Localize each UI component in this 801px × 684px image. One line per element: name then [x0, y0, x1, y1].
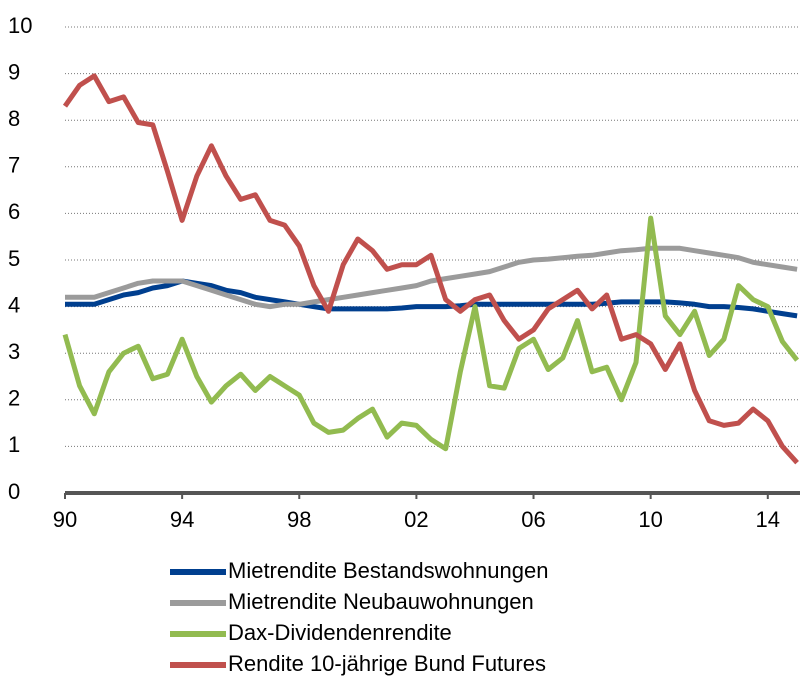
data-line	[65, 245, 798, 310]
legend-label: Rendite 10-jährige Bund Futures	[228, 651, 546, 676]
y-tick-label: 6	[8, 199, 20, 224]
y-tick-label: 5	[8, 246, 20, 271]
x-tick-label: 02	[404, 507, 428, 532]
x-tick-label: 06	[521, 507, 545, 532]
y-tick-label: 4	[8, 292, 20, 317]
legend-label: Dax-Dividendenrendite	[228, 620, 452, 645]
data-line	[62, 73, 799, 465]
x-tick-label: 90	[53, 507, 77, 532]
x-tick-label: 94	[170, 507, 194, 532]
x-tick-label: 14	[756, 507, 780, 532]
x-tick-label: 10	[638, 507, 662, 532]
x-tick-label: 98	[287, 507, 311, 532]
y-tick-label: 10	[8, 13, 32, 38]
y-tick-label: 0	[8, 479, 20, 504]
y-tick-label: 7	[8, 153, 20, 178]
legend-label: Mietrendite Bestandswohnungen	[228, 558, 548, 583]
data-line	[62, 215, 800, 452]
legend-label: Mietrendite Neubauwohnungen	[228, 589, 534, 614]
y-tick-label: 2	[8, 386, 20, 411]
data-line	[65, 278, 798, 319]
y-tick-label: 1	[8, 432, 20, 457]
y-tick-label: 8	[8, 106, 20, 131]
y-tick-label: 3	[8, 339, 20, 364]
y-tick-label: 9	[8, 59, 20, 84]
